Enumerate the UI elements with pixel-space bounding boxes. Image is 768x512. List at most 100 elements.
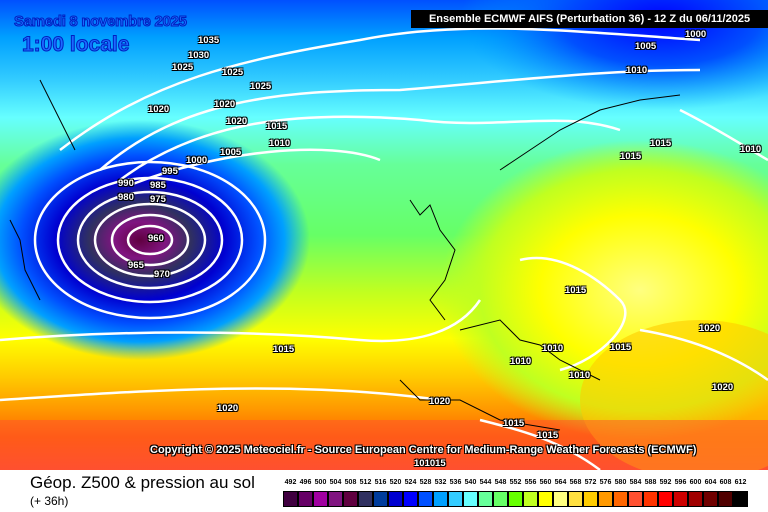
legend-swatch xyxy=(478,491,493,507)
legend-swatch xyxy=(598,491,613,507)
isobar-label: 1035 xyxy=(198,35,220,46)
isobar-label: 1025 xyxy=(222,67,244,78)
copyright-notice: Copyright © 2025 Meteociel.fr - Source E… xyxy=(150,444,697,456)
legend-swatch xyxy=(418,491,433,507)
isobar-label: 1015 xyxy=(565,285,587,296)
lead-time: (+ 36h) xyxy=(30,494,69,508)
isobar-label: 1000 xyxy=(186,155,208,166)
isobar-label: 1030 xyxy=(188,50,210,61)
legend-label: 520 xyxy=(389,479,402,486)
legend-swatch xyxy=(313,491,328,507)
isobar-label: 1020 xyxy=(429,396,451,407)
legend-label: 556 xyxy=(524,479,537,486)
legend-swatch xyxy=(688,491,703,507)
legend-swatch xyxy=(523,491,538,507)
isobar-label: 1005 xyxy=(220,147,242,158)
isobar-label: 1025 xyxy=(172,62,194,73)
legend-label: 612 xyxy=(734,479,747,486)
legend-swatch xyxy=(703,491,718,507)
legend-label: 576 xyxy=(599,479,612,486)
isobar-label: 990 xyxy=(118,178,134,189)
legend-label: 496 xyxy=(299,479,312,486)
legend-label: 564 xyxy=(554,479,567,486)
isobar-label: 1010 xyxy=(542,343,564,354)
isobar-label: 1015 xyxy=(650,138,672,149)
legend-label: 588 xyxy=(644,479,657,486)
legend-swatch xyxy=(373,491,388,507)
legend-label: 540 xyxy=(464,479,477,486)
isobar-label: 1020 xyxy=(226,116,248,127)
isobar-label: 1015 xyxy=(620,151,642,162)
legend-swatch xyxy=(493,491,508,507)
isobar-label: 1015 xyxy=(537,430,559,441)
footer: Géop. Z500 & pression au sol (+ 36h) 492… xyxy=(0,470,768,512)
legend-swatch xyxy=(613,491,628,507)
legend-swatch xyxy=(553,491,568,507)
isobar-label: 1010 xyxy=(626,65,648,76)
isobar-label: 1010 xyxy=(269,138,291,149)
coastlines xyxy=(9,79,681,431)
legend-label: 608 xyxy=(719,479,732,486)
legend-swatch xyxy=(718,491,733,507)
isobar-label: 975 xyxy=(150,194,166,205)
legend-swatch xyxy=(403,491,418,507)
legend-label: 604 xyxy=(704,479,717,486)
legend-swatch xyxy=(538,491,553,507)
legend-swatch xyxy=(673,491,688,507)
legend-label: 508 xyxy=(344,479,357,486)
legend-label: 568 xyxy=(569,479,582,486)
forecast-date: Samedi 8 novembre 2025 xyxy=(14,13,188,31)
isobar-label: 1015 xyxy=(273,344,295,355)
isobar-label: 1010 xyxy=(510,356,532,367)
legend-swatch xyxy=(433,491,448,507)
isobar-label: 1020 xyxy=(217,403,239,414)
legend-swatch xyxy=(343,491,358,507)
legend-swatch xyxy=(358,491,373,507)
legend-label: 560 xyxy=(539,479,552,486)
legend-label: 548 xyxy=(494,479,507,486)
legend-label: 528 xyxy=(419,479,432,486)
model-run-title: Ensemble ECMWF AIFS (Perturbation 36) - … xyxy=(411,10,768,28)
legend-label: 504 xyxy=(329,479,342,486)
legend-swatch xyxy=(733,491,748,507)
legend-label: 492 xyxy=(284,479,297,486)
legend-label: 572 xyxy=(584,479,597,486)
legend-swatch xyxy=(448,491,463,507)
legend-swatch xyxy=(508,491,523,507)
isobar-label: 1020 xyxy=(712,382,734,393)
isobar-label: 1015 xyxy=(610,342,632,353)
legend-swatch xyxy=(583,491,598,507)
legend-swatch xyxy=(328,491,343,507)
legend-swatch xyxy=(388,491,403,507)
legend-label: 592 xyxy=(659,479,672,486)
legend-label: 532 xyxy=(434,479,447,486)
legend-label: 536 xyxy=(449,479,462,486)
isobar-label: 970 xyxy=(154,269,170,280)
isobar-label: 1010 xyxy=(740,144,762,155)
isobar-label: 1020 xyxy=(699,323,721,334)
isobar-label: 985 xyxy=(150,180,166,191)
isobar-label: 1015 xyxy=(266,121,288,132)
isobar-label: 980 xyxy=(118,192,134,203)
isobar-label: 1015 xyxy=(503,418,525,429)
chart-title: Géop. Z500 & pression au sol xyxy=(30,473,255,492)
legend-swatch xyxy=(298,491,313,507)
legend-swatch xyxy=(463,491,478,507)
legend-label: 516 xyxy=(374,479,387,486)
isobars xyxy=(0,27,768,470)
legend-label: 500 xyxy=(314,479,327,486)
legend-label: 580 xyxy=(614,479,627,486)
isobar-label: 1025 xyxy=(250,81,272,92)
legend-swatch xyxy=(643,491,658,507)
forecast-hour: 1:00 locale xyxy=(21,33,130,57)
legend-label: 512 xyxy=(359,479,372,486)
legend-label: 584 xyxy=(629,479,642,486)
legend-label: 524 xyxy=(404,479,417,486)
legend-label: 600 xyxy=(689,479,702,486)
isobar-label: 1000 xyxy=(685,29,707,40)
legend-swatch xyxy=(658,491,673,507)
isobar-label: 1020 xyxy=(214,99,236,110)
isobar-label: 995 xyxy=(162,166,178,177)
isobar-label: 101015 xyxy=(414,458,446,469)
isobar-label: 965 xyxy=(128,260,144,271)
